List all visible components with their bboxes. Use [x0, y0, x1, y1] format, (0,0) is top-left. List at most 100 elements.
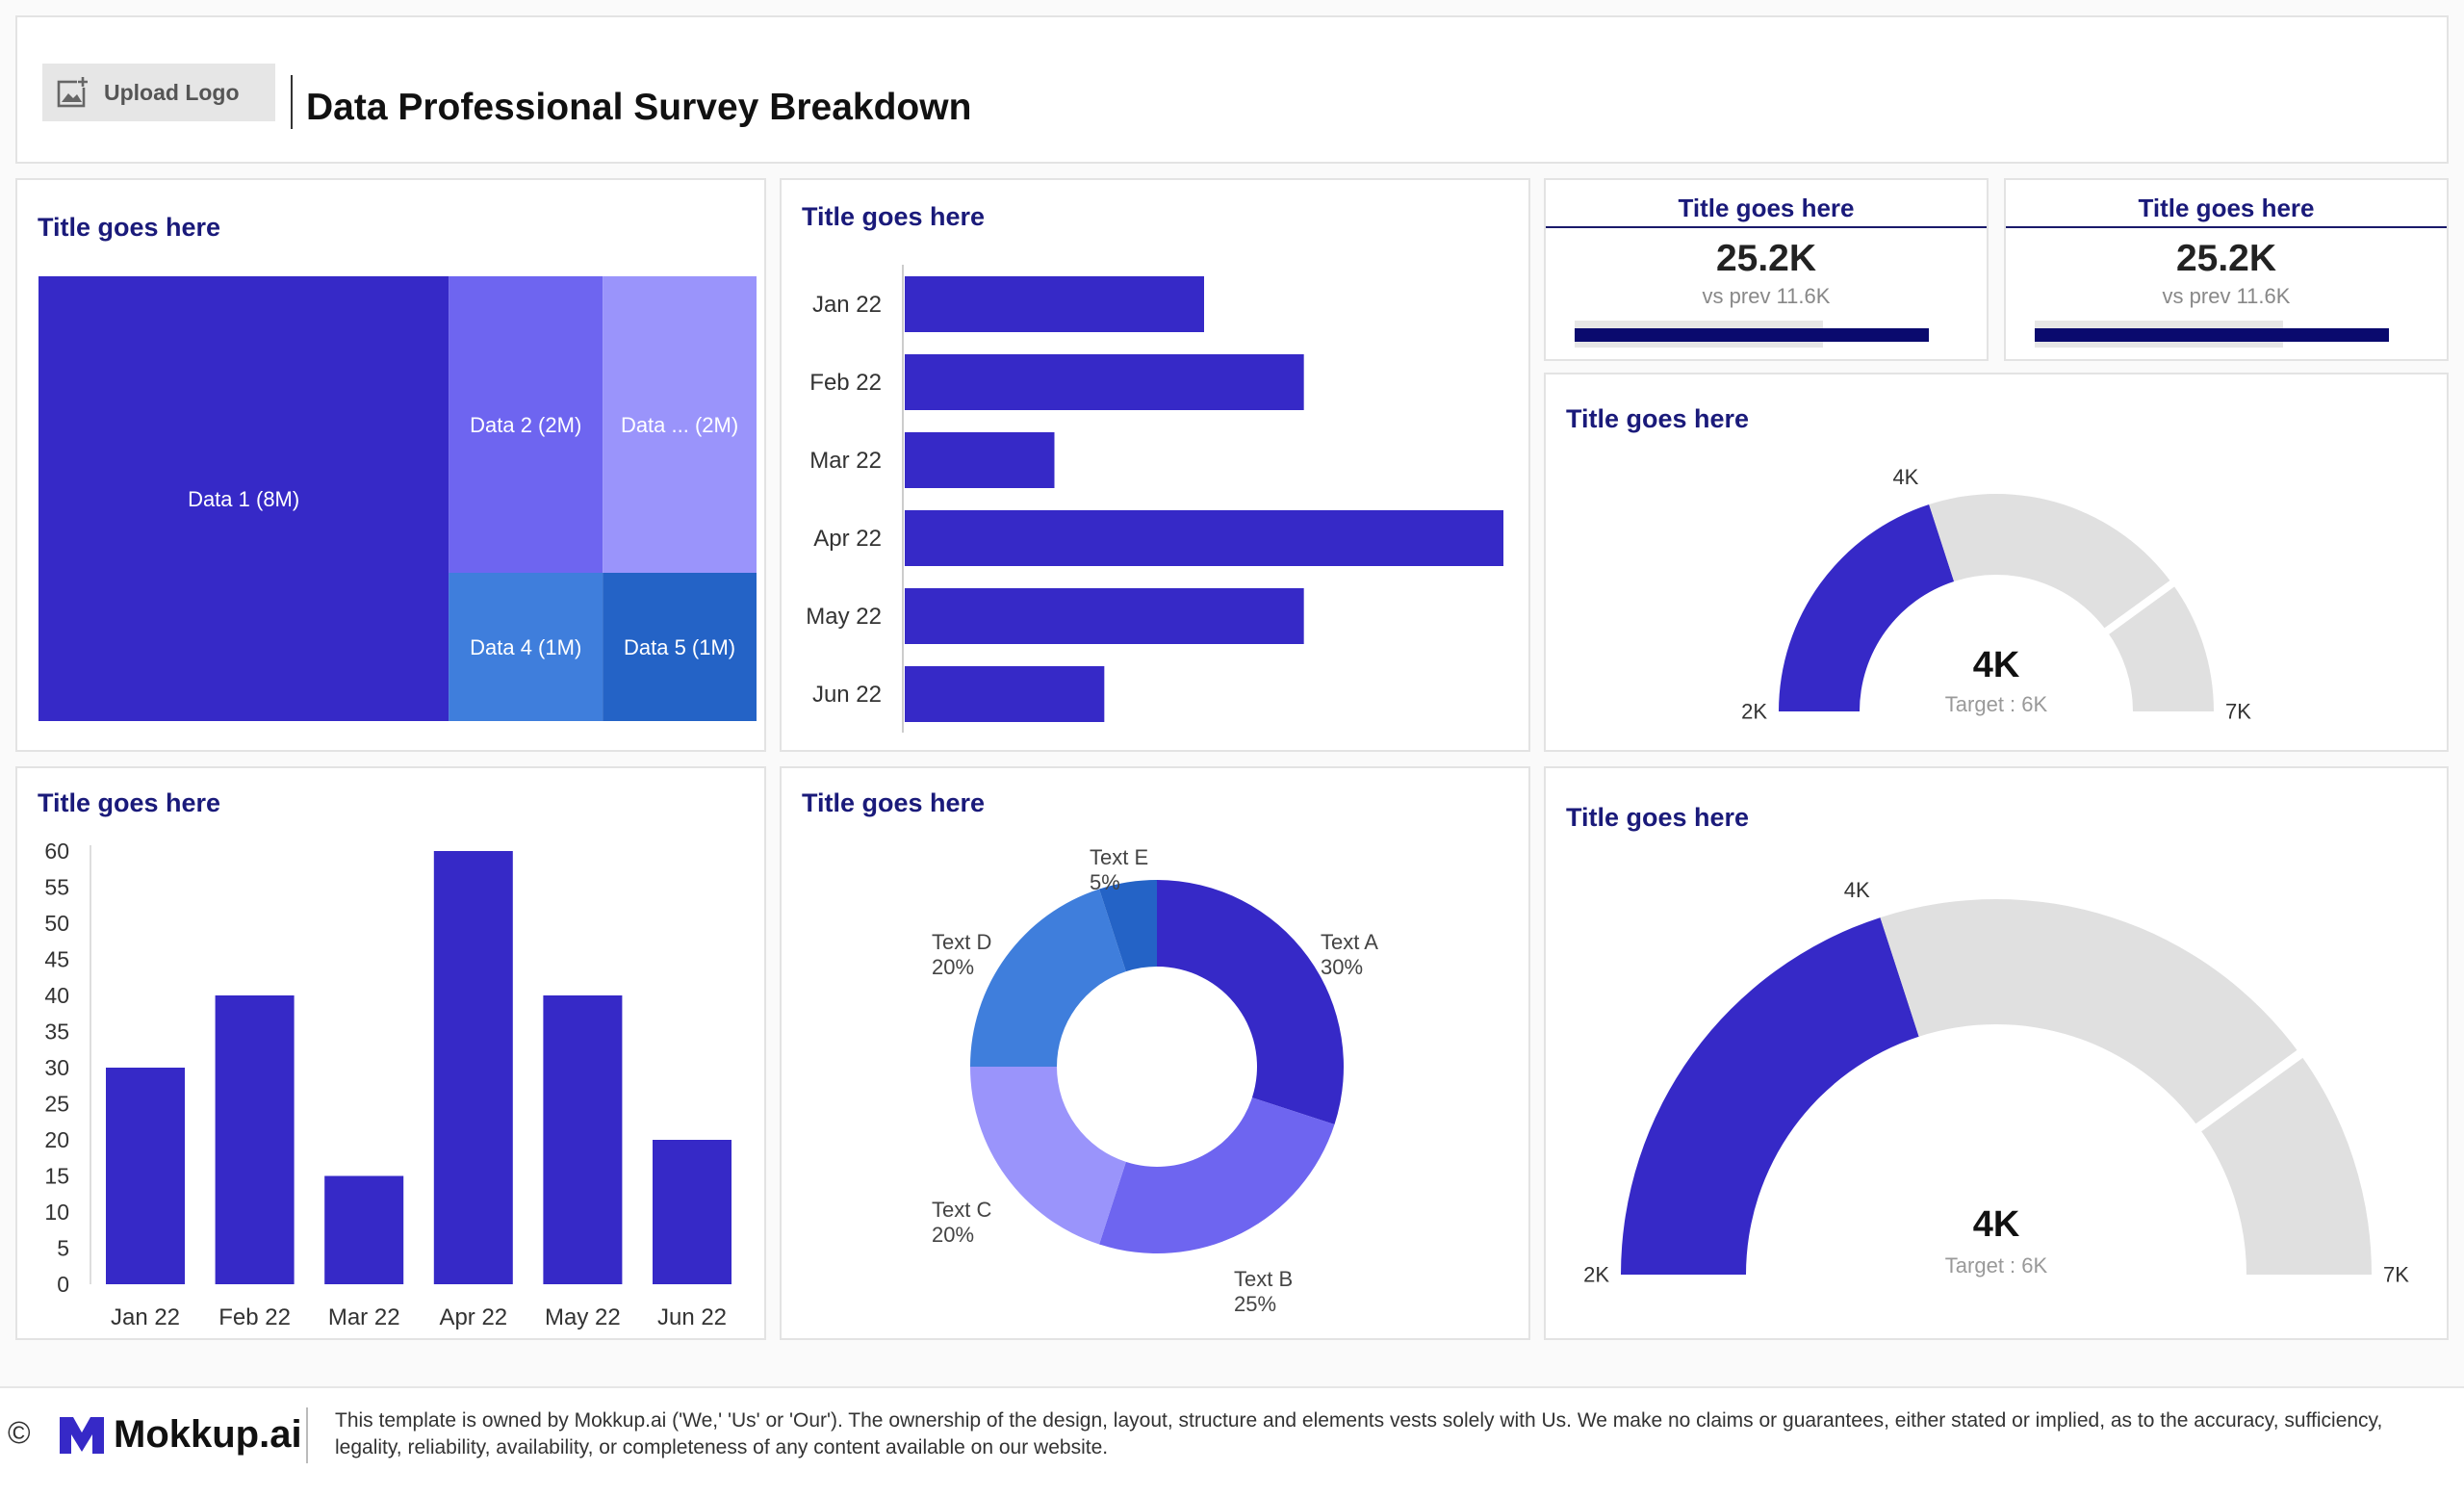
treemap-cell[interactable] [603, 573, 757, 721]
slice-name-label: Text B [1234, 1267, 1293, 1291]
x-tick-label: Apr 22 [439, 1304, 507, 1330]
donut-slice[interactable] [970, 1067, 1126, 1245]
y-tick-label: 50 [44, 911, 69, 936]
gauge-target: Target : 6K [1945, 692, 2048, 716]
donut-card: Title goes here Text A 30% Text B 25% Text C… [780, 766, 1530, 1340]
gauge-card-large: Title goes here 2K 7K 4K 4K Target : 6K [1544, 766, 2449, 1340]
slice-percent-label: 30% [1321, 955, 1363, 979]
dashboard-canvas: Upload Logo Data Professional Survey Bre… [0, 15, 2464, 1388]
gauge-min-label: 2K [1583, 1263, 1609, 1287]
treemap-label: Data 5 (1M) [624, 635, 735, 659]
gauge-min-label: 2K [1741, 700, 1767, 724]
y-tick-label: Apr 22 [813, 526, 882, 552]
y-tick-label: 45 [44, 947, 69, 972]
gauge-max-label: 7K [2383, 1263, 2409, 1287]
upload-logo-button[interactable]: Upload Logo [42, 64, 275, 121]
kpi-card-1: Title goes here 25.2K vs prev 11.6K [1544, 178, 1989, 361]
bar[interactable] [905, 510, 1503, 566]
gauge-target-marker [2193, 1047, 2306, 1134]
gauge-max-label: 7K [2225, 700, 2251, 724]
slice-name-label: Text A [1321, 930, 1378, 954]
mokkup-m-icon [60, 1417, 104, 1454]
treemap-card: Title goes here Data 1 (8M) Data 2 (2M) Da… [15, 178, 766, 752]
horizontal-bar-chart: Jan 22 Feb 22 Mar 22 Apr 22 May 22 Jun 22 [806, 265, 1503, 733]
card-title: Title goes here [802, 202, 986, 231]
slice-name-label: Text E [1090, 845, 1148, 869]
gauge-value-arc [1621, 917, 1919, 1275]
donut-slice[interactable] [1157, 880, 1344, 1124]
x-tick-label: May 22 [545, 1304, 621, 1330]
gauge-value-tick-label: 4K [1892, 465, 1918, 489]
treemap-cell[interactable] [603, 276, 757, 573]
x-tick-label: Jan 22 [111, 1304, 180, 1330]
bar[interactable] [543, 995, 623, 1284]
gauge-track-arc [1929, 494, 2172, 632]
card-title: Title goes here [38, 213, 221, 242]
bar[interactable] [215, 995, 295, 1284]
kpi-current-bar [2035, 328, 2389, 342]
gauge-target: Target : 6K [1945, 1253, 2048, 1278]
kpi-title-underline [1546, 226, 1987, 228]
y-tick-label: 15 [44, 1164, 69, 1189]
vertical-bar-card: Title goes here 0 5 10 15 20 25 30 35 40 45 50 55 60… [15, 766, 766, 1340]
y-tick-label: Mar 22 [809, 448, 882, 474]
gauge-value-tick-label: 4K [1844, 878, 1870, 902]
footer [0, 1388, 2464, 1497]
kpi-value: 25.2K [2175, 238, 2277, 279]
y-tick-label: 60 [44, 839, 69, 864]
y-tick-label: 5 [57, 1236, 69, 1261]
header-bar: Upload Logo Data Professional Survey Bre… [15, 15, 2449, 164]
y-tick-label: May 22 [806, 604, 882, 630]
gauge-remaining-arc [2198, 1053, 2372, 1275]
card-title: Title goes here [1566, 803, 1750, 832]
card-title: Title goes here [802, 788, 986, 817]
kpi-title: Title goes here [1678, 194, 1855, 222]
bar[interactable] [653, 1140, 732, 1284]
x-tick-label: Mar 22 [328, 1304, 400, 1330]
treemap-label: Data 2 (2M) [470, 413, 581, 437]
y-tick-label: Jun 22 [812, 682, 882, 708]
y-tick-label: Jan 22 [812, 292, 882, 318]
y-tick-label: Feb 22 [809, 370, 882, 396]
kpi-current-bar [1575, 328, 1929, 342]
bar[interactable] [905, 432, 1055, 488]
x-tick-label: Feb 22 [218, 1304, 291, 1330]
donut-chart: Text A30%Text B25%Text C20%Text D20%Text… [932, 845, 1378, 1316]
y-tick-label: 30 [44, 1055, 69, 1080]
kpi-card-2: Title goes here 25.2K vs prev 11.6K [2004, 178, 2449, 361]
y-tick-label: 10 [44, 1200, 69, 1225]
bar[interactable] [106, 1068, 185, 1284]
treemap-cell[interactable] [38, 276, 449, 721]
gauge-card-small: Title goes here 2K 7K 4K 4K Target : 6K [1544, 373, 2449, 752]
treemap-label: Data 1 (8M) [188, 487, 299, 511]
bar[interactable] [905, 666, 1105, 722]
card-title: Title goes here [38, 788, 221, 817]
bar[interactable] [905, 354, 1304, 410]
slice-percent-label: 20% [932, 1223, 974, 1247]
kpi-comparison: vs prev 11.6K [1702, 284, 1831, 308]
treemap-label: Data 4 (1M) [470, 635, 581, 659]
image-upload-icon [57, 76, 89, 108]
bar[interactable] [905, 276, 1204, 332]
treemap-cell[interactable] [449, 573, 603, 721]
treemap-cell[interactable] [449, 276, 603, 573]
treemap-label: Data ... (2M) [621, 413, 738, 437]
gauge-value-arc [1779, 504, 1955, 711]
donut-slice[interactable] [1099, 880, 1157, 972]
gauge-target-marker [2101, 578, 2178, 637]
gauge-chart: 2K 7K 4K 4K Target : 6K [1741, 465, 2251, 724]
donut-slice[interactable] [1099, 1097, 1335, 1253]
gauge-value: 4K [1973, 1204, 2020, 1245]
slice-percent-label: 25% [1234, 1292, 1276, 1316]
slice-percent-label: 20% [932, 955, 974, 979]
mokkup-logo[interactable]: Mokkup.ai [58, 1407, 308, 1461]
bar[interactable] [324, 1175, 404, 1285]
donut-slice[interactable] [970, 889, 1126, 1067]
bar[interactable] [905, 588, 1304, 644]
footer-divider [306, 1407, 308, 1463]
header-divider [291, 75, 293, 129]
copyright-icon: © [8, 1415, 31, 1450]
y-tick-label: 40 [44, 983, 69, 1008]
slice-name-label: Text C [932, 1198, 991, 1222]
bar[interactable] [433, 851, 513, 1284]
